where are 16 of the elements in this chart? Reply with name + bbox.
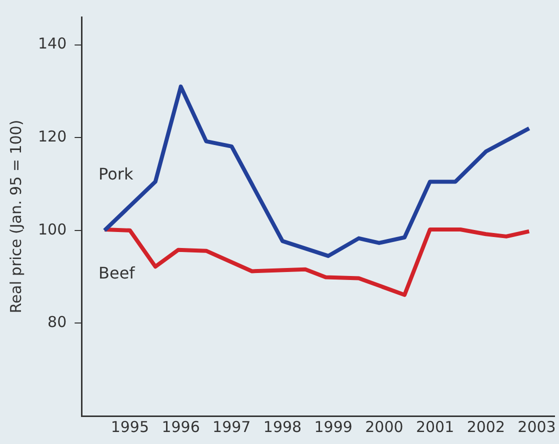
y-axis-title: Real price (Jan. 95 = 100) xyxy=(6,120,25,314)
y-tick-label: 100 xyxy=(38,220,67,238)
series-label: Pork xyxy=(98,164,134,184)
y-tick-label: 80 xyxy=(48,313,67,332)
x-tick-label: 1998 xyxy=(263,418,302,436)
x-tick-label: 1996 xyxy=(162,418,200,436)
x-tick-label: 1999 xyxy=(314,418,352,436)
x-tick-label: 1995 xyxy=(110,418,150,436)
y-tick-label: 120 xyxy=(38,128,67,146)
x-tick-label: 1997 xyxy=(212,418,251,436)
y-tick-label: 140 xyxy=(38,34,67,53)
x-tick-label: 2003 xyxy=(518,418,556,436)
x-tick-label: 2002 xyxy=(466,418,506,436)
series-label: Beef xyxy=(98,264,136,283)
x-tick-label: 2000 xyxy=(365,418,404,436)
x-tick-label: 2001 xyxy=(416,418,454,436)
